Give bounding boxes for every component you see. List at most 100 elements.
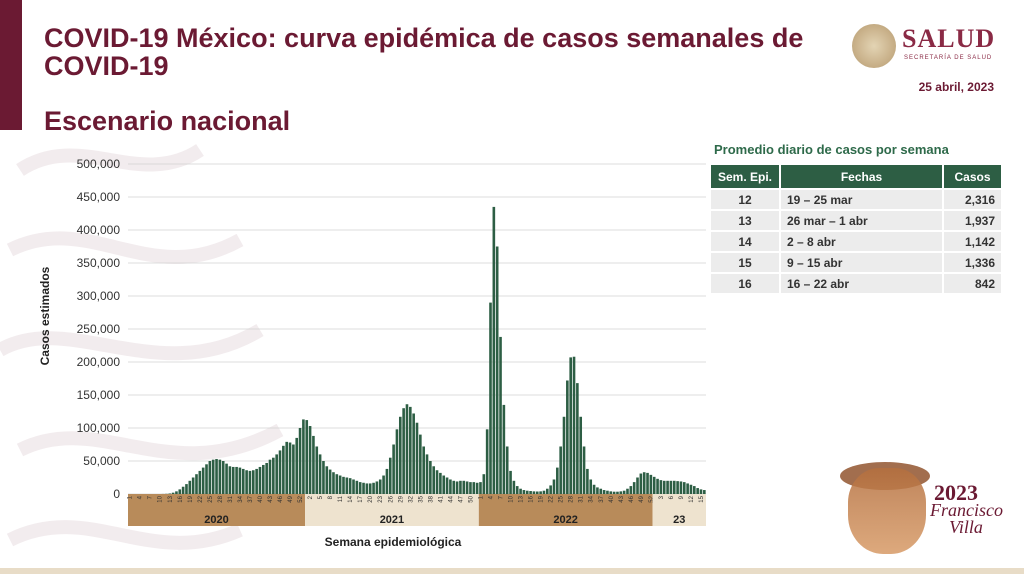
bar <box>562 416 566 494</box>
bar <box>703 490 706 494</box>
table-row: 14 2 – 8 abr 1,142 <box>709 230 1003 253</box>
bar <box>475 482 479 494</box>
y-tick-label: 450,000 <box>77 190 121 204</box>
cell-dates: 9 – 15 abr <box>779 251 944 274</box>
bar <box>322 461 325 494</box>
bar <box>358 482 362 494</box>
bar <box>181 486 185 494</box>
bar <box>402 408 405 494</box>
cell-dates: 2 – 8 abr <box>779 230 944 253</box>
cell-week: 13 <box>709 209 781 232</box>
bar <box>191 477 195 494</box>
cell-week: 15 <box>709 251 781 274</box>
bar <box>592 484 596 494</box>
bar <box>278 450 282 494</box>
x-tick-label: 37 <box>248 495 254 502</box>
x-tick-label: 19 <box>539 495 545 502</box>
x-tick-label: 20 <box>368 495 374 502</box>
bar <box>171 492 175 494</box>
emblem-year: 2023 <box>934 480 978 505</box>
bar <box>228 466 232 494</box>
bar <box>696 488 699 494</box>
bar <box>676 481 679 494</box>
bar <box>626 488 629 494</box>
bar <box>198 470 202 494</box>
background-pattern <box>0 144 284 550</box>
cell-cases: 1,937 <box>942 209 1003 232</box>
x-tick-label: 52 <box>298 495 304 502</box>
bar <box>512 480 516 494</box>
weekly-cases-table: Sem. Epi. Fechas Casos 12 19 – 25 mar 2,… <box>709 163 1003 295</box>
x-tick-label: 1 <box>478 495 484 499</box>
bar <box>211 459 215 494</box>
x-tick-label: 12 <box>689 495 695 502</box>
year-band <box>652 494 706 526</box>
year-band <box>478 494 653 526</box>
x-tick-label: 28 <box>569 495 575 502</box>
bar <box>355 480 359 494</box>
bar <box>325 466 329 494</box>
bar <box>495 246 499 494</box>
x-tick-label: 10 <box>158 495 164 502</box>
bar <box>442 475 446 494</box>
table-header-row: Sem. Epi. Fechas Casos <box>709 163 1003 190</box>
report-date: 25 abril, 2023 <box>918 80 994 94</box>
header-fechas: Fechas <box>779 163 944 190</box>
bar <box>579 416 583 494</box>
bar <box>225 463 228 494</box>
bar <box>489 302 492 494</box>
table-title: Promedio diario de casos por semana <box>714 142 949 157</box>
bar <box>398 416 402 494</box>
x-tick-label: 49 <box>639 495 645 502</box>
bar <box>556 467 559 494</box>
bar <box>609 491 613 494</box>
bar <box>338 475 342 494</box>
bar <box>365 483 369 494</box>
x-tick-label: 49 <box>288 495 294 502</box>
bar <box>382 475 385 494</box>
bar <box>679 481 683 494</box>
bar <box>689 484 693 494</box>
year-label: 2020 <box>204 514 228 526</box>
bar <box>469 482 472 494</box>
bar <box>345 477 349 494</box>
bar <box>602 490 606 494</box>
bar <box>405 404 409 494</box>
bar <box>525 490 529 494</box>
bar <box>241 468 245 494</box>
x-tick-label: 52 <box>649 495 655 502</box>
bar <box>215 459 218 494</box>
x-tick-label: 4 <box>489 495 495 499</box>
bar <box>499 336 502 494</box>
bar <box>656 478 659 494</box>
bar <box>372 482 375 494</box>
bar <box>576 383 579 494</box>
bar <box>449 479 452 494</box>
bar <box>435 470 439 494</box>
bar <box>395 429 399 494</box>
bar <box>622 490 626 494</box>
bar <box>582 446 586 494</box>
bar <box>352 479 355 494</box>
y-tick-label: 500,000 <box>77 157 121 171</box>
bar <box>315 446 319 494</box>
x-tick-label: 17 <box>358 495 364 502</box>
x-tick-label: 34 <box>238 495 244 502</box>
x-tick-label: 2 <box>308 495 314 499</box>
year-label: 2022 <box>553 514 577 526</box>
bar <box>302 419 305 494</box>
bar <box>549 485 552 494</box>
x-tick-label: 22 <box>549 495 555 502</box>
x-tick-label: 43 <box>619 495 625 502</box>
bar <box>378 479 382 494</box>
bar <box>519 488 522 494</box>
bar <box>175 491 178 494</box>
bar <box>636 477 639 494</box>
bar <box>472 482 476 494</box>
bar <box>231 466 235 494</box>
cell-cases: 1,336 <box>942 251 1003 274</box>
bar <box>168 493 172 494</box>
bar <box>282 445 285 494</box>
bar <box>639 473 643 494</box>
salud-logo: SALUD SECRETARÍA DE SALUD <box>852 22 1002 72</box>
